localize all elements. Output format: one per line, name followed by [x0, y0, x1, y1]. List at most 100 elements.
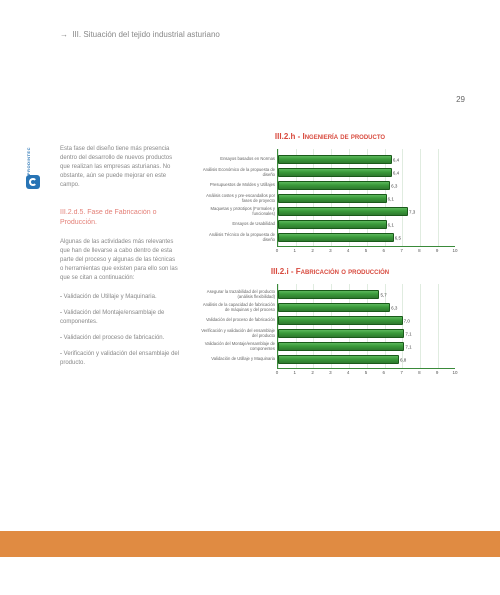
bar-label: Validación de Utillaje y Maquinaria — [198, 357, 278, 362]
bar: 6,8 — [278, 355, 399, 364]
bar-row: Análisis de la capacidad de fabricación … — [278, 301, 455, 314]
bullet-item: Validación de Utillaje y Maquinaria. — [60, 293, 180, 302]
bar: 7,0 — [278, 316, 403, 325]
chart2-title-name: Fabricación o producción — [296, 267, 389, 276]
bar-value: 7,0 — [402, 318, 410, 323]
bar-label: Análisis de la capacidad de fabricación … — [198, 303, 278, 312]
bar-row: Análisis costes y pre-escandallos por fa… — [278, 192, 455, 205]
bar-row: Ensayos de Usabilidad6,1 — [278, 218, 455, 231]
bar-value: 7,3 — [407, 209, 415, 214]
bar-label: Análisis Económico de la propuesta de di… — [198, 168, 278, 177]
bar-label: Ensayos basados en Normas — [198, 157, 278, 162]
bar-value: 6,4 — [391, 170, 399, 175]
left-column: Esta fase del diseño tiene más presencia… — [60, 145, 180, 375]
x-tick: 5 — [365, 248, 368, 253]
bar-row: Presupuestos de Moldes y Utillajes6,3 — [278, 179, 455, 192]
x-tick: 2 — [311, 248, 314, 253]
bar-value: 6,3 — [389, 183, 397, 188]
bar-label: Maquetas y prototipos (Formales y funcio… — [198, 207, 278, 216]
bar-row: Validación de Utillaje y Maquinaria6,8 — [278, 353, 455, 366]
x-tick: 0 — [276, 370, 279, 375]
section-subhead: III.2.d.5. Fase de Fabricación o Producc… — [60, 208, 180, 228]
bar: 7,1 — [278, 329, 404, 338]
x-tick: 3 — [329, 370, 332, 375]
x-tick: 6 — [383, 248, 386, 253]
x-tick: 5 — [365, 370, 368, 375]
bar-row: Verificación y validación del ensamblaje… — [278, 327, 455, 340]
bar-value: 6,3 — [389, 305, 397, 310]
prodintec-logo: PRODINTEC — [26, 145, 48, 189]
breadcrumb: → III. Situación del tejido industrial a… — [60, 30, 220, 39]
chart-fabricacion: Asegurar la trazabilidad del producto (a… — [195, 284, 455, 377]
bar-value: 5,7 — [378, 292, 386, 297]
bar-label: Ensayos de Usabilidad — [198, 222, 278, 227]
breadcrumb-arrow: → — [60, 30, 68, 39]
bar: 6,3 — [278, 181, 390, 190]
chart2-plot: Asegurar la trazabilidad del producto (a… — [277, 284, 455, 369]
chart1-plot: Ensayos basados en Normas6,4Análisis Eco… — [277, 149, 455, 247]
x-tick: 4 — [347, 370, 350, 375]
x-tick: 9 — [436, 248, 439, 253]
bar-value: 6,5 — [393, 235, 401, 240]
chart1-title-name: Ingeniería de producto — [302, 132, 385, 141]
bar: 6,1 — [278, 220, 387, 229]
bar-row: Validación del Montaje/ensamblaje de com… — [278, 340, 455, 353]
chart2-title-prefix: III.2.i - — [271, 267, 296, 276]
x-tick: 4 — [347, 248, 350, 253]
x-tick: 9 — [436, 370, 439, 375]
logo-icon — [26, 175, 40, 189]
footer-bar — [0, 531, 500, 557]
x-tick: 10 — [452, 248, 457, 253]
x-tick: 7 — [400, 248, 403, 253]
bar-row: Maquetas y prototipos (Formales y funcio… — [278, 205, 455, 218]
chart2-title: III.2.i - Fabricación o producción — [195, 267, 465, 276]
x-tick: 2 — [311, 370, 314, 375]
bar: 6,4 — [278, 155, 392, 164]
bar: 6,5 — [278, 233, 394, 242]
breadcrumb-text: III. Situación del tejido industrial ast… — [72, 30, 220, 39]
chart-ingenieria: Ensayos basados en Normas6,4Análisis Eco… — [195, 149, 455, 255]
lead-paragraph: Algunas de las actividades más relevante… — [60, 238, 180, 283]
bar: 6,3 — [278, 303, 390, 312]
x-tick: 8 — [418, 370, 421, 375]
chart1-xaxis: 0 1 2 3 4 5 6 7 8 9 10 — [277, 247, 455, 255]
bar-label: Asegurar la trazabilidad del producto (a… — [198, 290, 278, 299]
bar-value: 6,4 — [391, 157, 399, 162]
x-tick: 7 — [400, 370, 403, 375]
x-tick: 10 — [452, 370, 457, 375]
bar-label: Presupuestos de Moldes y Utillajes — [198, 183, 278, 188]
bullet-item: Verificación y validación del ensamblaje… — [60, 350, 180, 368]
bar-row: Análisis Técnico de la propuesta de dise… — [278, 231, 455, 244]
x-tick: 0 — [276, 248, 279, 253]
bar: 5,7 — [278, 290, 379, 299]
bar-row: Validación del proceso de fabricación7,0 — [278, 314, 455, 327]
bar-label: Análisis costes y pre-escandallos por fa… — [198, 194, 278, 203]
chart1-title-prefix: III.2.h - — [275, 132, 303, 141]
bar-label: Verificación y validación del ensamblaje… — [198, 329, 278, 338]
charts-column: III.2.h - Ingeniería de producto Ensayos… — [195, 132, 465, 389]
bullet-item: Validación del proceso de fabricación. — [60, 334, 180, 343]
x-tick: 8 — [418, 248, 421, 253]
bar-value: 7,1 — [403, 344, 411, 349]
bar: 7,3 — [278, 207, 408, 216]
bar-row: Asegurar la trazabilidad del producto (a… — [278, 288, 455, 301]
x-tick: 6 — [383, 370, 386, 375]
bar: 6,4 — [278, 168, 392, 177]
x-tick: 1 — [294, 248, 297, 253]
bar-row: Análisis Económico de la propuesta de di… — [278, 166, 455, 179]
bar-row: Ensayos basados en Normas6,4 — [278, 153, 455, 166]
page-number: 29 — [456, 95, 465, 104]
bar-value: 6,1 — [386, 222, 394, 227]
bullet-item: Validación del Montaje/ensamblaje de com… — [60, 309, 180, 327]
intro-paragraph: Esta fase del diseño tiene más presencia… — [60, 145, 180, 190]
chart1-title: III.2.h - Ingeniería de producto — [195, 132, 465, 141]
bar: 6,1 — [278, 194, 387, 203]
page: → III. Situación del tejido industrial a… — [0, 0, 500, 595]
bar-label: Análisis Técnico de la propuesta de dise… — [198, 233, 278, 242]
bar-label: Validación del Montaje/ensamblaje de com… — [198, 342, 278, 351]
bar-label: Validación del proceso de fabricación — [198, 318, 278, 323]
chart2-xaxis: 012345678910 — [277, 369, 455, 377]
logo-text: PRODINTEC — [26, 147, 31, 175]
x-tick: 3 — [329, 248, 332, 253]
bar: 7,1 — [278, 342, 404, 351]
